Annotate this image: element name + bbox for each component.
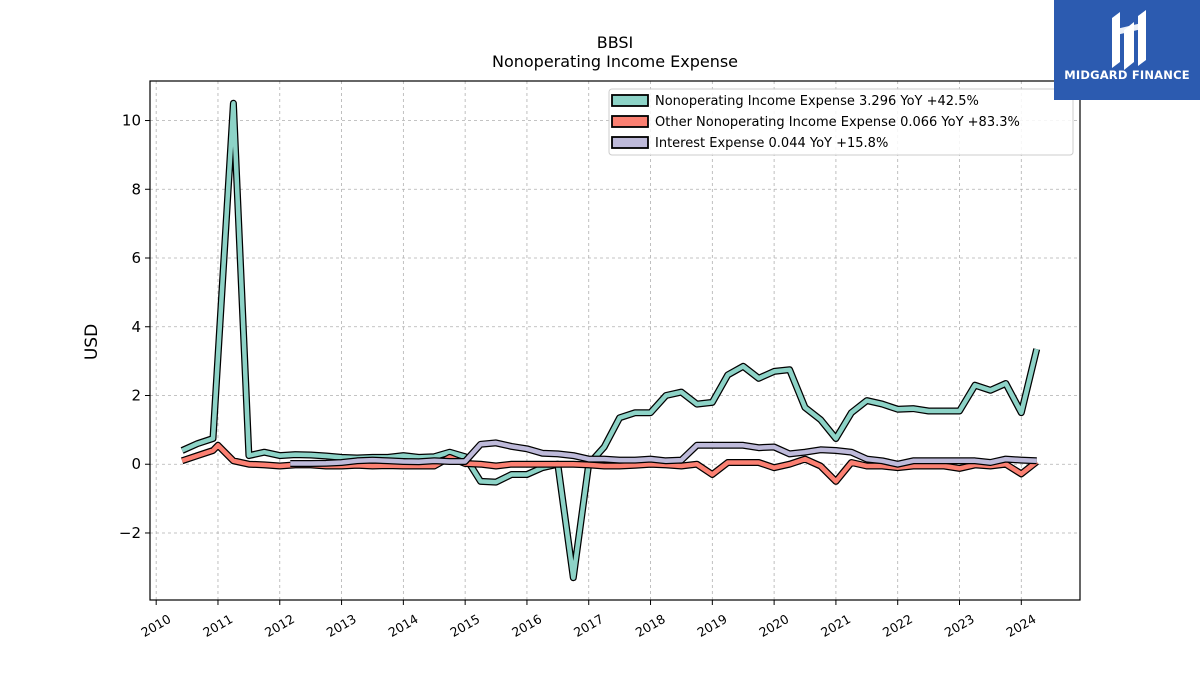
chart-subtitle: Nonoperating Income Expense [492,52,738,71]
x-axis: 2010 2011 2012 2013 2014 2015 2016 2017 2018 2019… [138,600,1039,640]
series-line [181,101,1039,580]
y-axis-label: USD [82,324,102,360]
legend: Nonoperating Income Expense 3.296 YoY +4… [608,88,1074,156]
x-tick-label: 2015 [447,611,482,640]
midgard-logo-icon [1112,10,1146,70]
x-tick-label: 2012 [262,611,297,640]
y-tick-label: 2 [131,386,141,404]
x-tick-label: 2024 [1004,611,1039,640]
y-tick-label: 0 [131,455,141,473]
legend-entry: Interest Expense 0.044 YoY +15.8% [655,136,888,151]
y-tick-label: 6 [131,249,141,267]
y-tick-label: 4 [131,318,141,336]
legend-swatch [611,115,649,128]
x-tick-label: 2021 [818,611,853,640]
legend-entry: Nonoperating Income Expense 3.296 YoY +4… [655,94,979,109]
plot-frame [149,80,1081,601]
series-line [290,440,1037,467]
x-tick-label: 2018 [633,611,668,640]
x-tick-label: 2017 [571,611,606,640]
chart-title: BBSI [597,33,634,52]
x-tick-label: 2019 [695,611,730,640]
legend-entry: Other Nonoperating Income Expense 0.066 … [655,115,1020,130]
x-tick-label: 2011 [200,611,235,640]
series-layer [180,99,1041,582]
x-tick-label: 2010 [138,611,173,640]
y-axis: −2 0 2 4 6 8 10 [119,112,150,542]
legend-swatch [611,136,649,149]
grid [150,81,1080,600]
y-tick-label: −2 [119,524,141,542]
x-tick-label: 2013 [324,611,359,640]
y-tick-label: 8 [131,180,141,198]
x-tick-label: 2023 [942,611,977,640]
legend-swatch [611,94,649,107]
series-1 [180,99,1041,582]
x-tick-label: 2016 [509,611,544,640]
legend-box [608,88,1074,156]
logo-name: MIDGARD FINANCE [1064,68,1190,82]
series-3 [290,439,1037,468]
x-tick-label: 2020 [756,611,791,640]
y-tick-label: 10 [122,112,141,130]
x-tick-label: 2022 [880,611,915,640]
x-tick-label: 2014 [386,611,421,640]
logo: MIDGARD FINANCE [1054,0,1200,100]
series-line-outline [180,99,1041,582]
